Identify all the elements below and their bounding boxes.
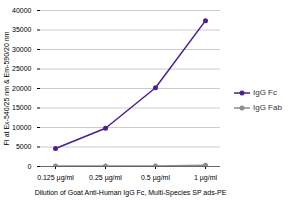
svg-text:0: 0 <box>28 163 32 170</box>
html-text:IgG Fab: IgG Fab <box>253 103 282 112</box>
svg-text:5000: 5000 <box>16 143 32 150</box>
svg-text:FI at Ex-540/25 nm & Em-590/20: FI at Ex-540/25 nm & Em-590/20 nm <box>3 31 10 145</box>
svg-text:15000: 15000 <box>12 104 32 111</box>
svg-text:40000: 40000 <box>12 7 32 14</box>
svg-text:0.125 µg/ml: 0.125 µg/ml <box>37 174 74 182</box>
svg-text:1 µg/ml: 1 µg/ml <box>194 174 218 182</box>
html-text:IgG Fc: IgG Fc <box>253 88 277 97</box>
svg-text:35000: 35000 <box>12 26 32 33</box>
svg-text:30000: 30000 <box>12 46 32 53</box>
svg-text:25000: 25000 <box>12 65 32 72</box>
svg-text:20000: 20000 <box>12 85 32 92</box>
svg-text:0.5 µg/ml: 0.5 µg/ml <box>141 174 170 182</box>
svg-text:10000: 10000 <box>12 124 32 131</box>
svg-text:Dilution of Goat Anti-Human Ig: Dilution of Goat Anti-Human IgG Fc, Mult… <box>35 189 227 197</box>
svg-text:0.25 µg/ml: 0.25 µg/ml <box>89 174 122 182</box>
